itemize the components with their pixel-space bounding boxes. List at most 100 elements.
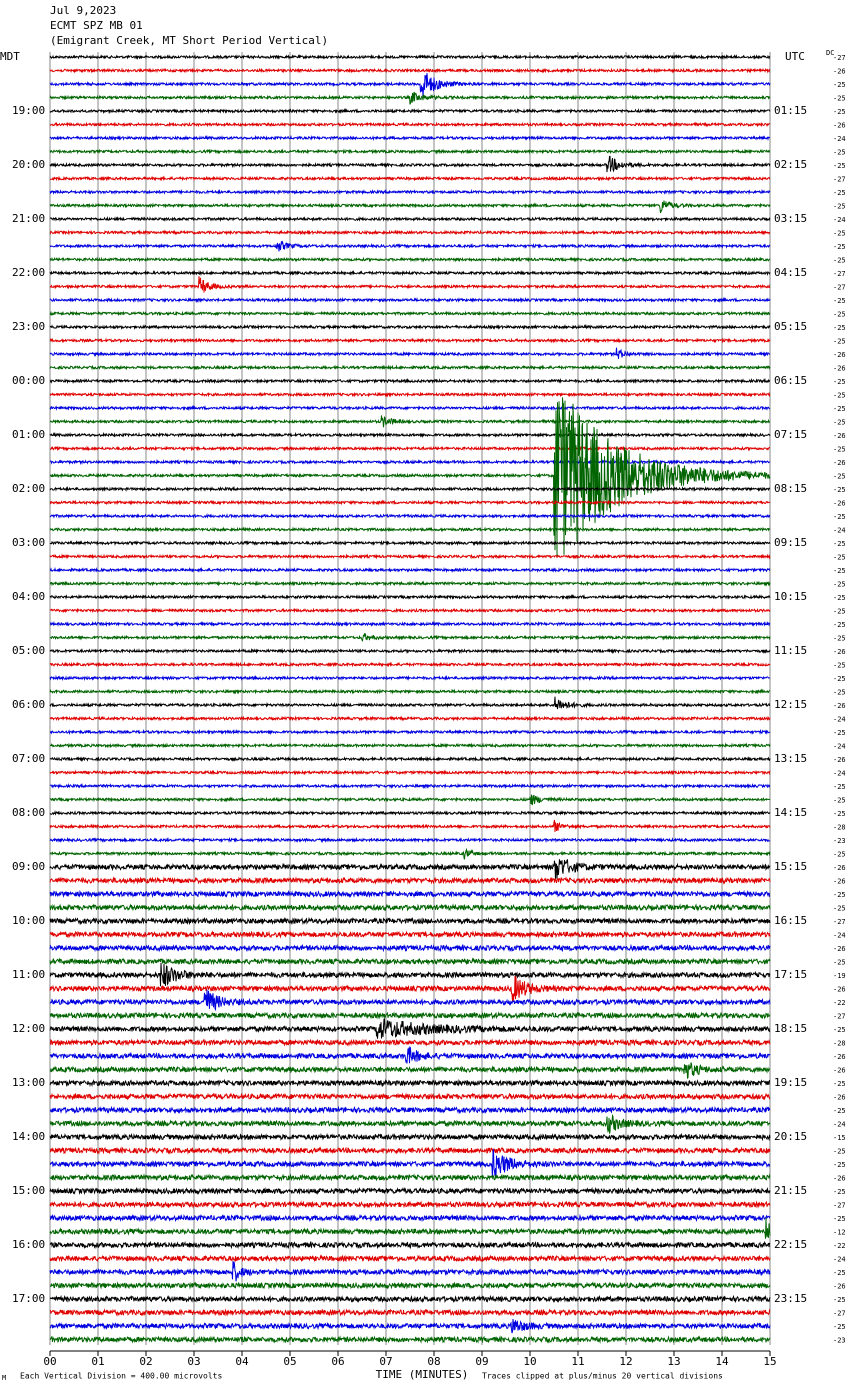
trace: [49, 1092, 771, 1101]
trace: [49, 269, 771, 277]
mdt-label: 09:00: [12, 860, 45, 873]
x-tick-label: 15: [763, 1355, 776, 1368]
dc-offset: -25: [833, 95, 846, 103]
dc-offset: -25: [833, 608, 846, 616]
mdt-label: 21:00: [12, 212, 45, 225]
utc-label: 05:15: [774, 320, 807, 333]
trace: [49, 1218, 771, 1239]
x-tick-label: 10: [523, 1355, 536, 1368]
trace: [49, 175, 771, 182]
utc-label: 11:15: [774, 644, 807, 657]
trace: [49, 566, 771, 574]
date: Jul 9,2023: [50, 4, 116, 17]
mdt-label: 08:00: [12, 806, 45, 819]
dc-offset: -26: [833, 986, 846, 994]
mdt-label: 10:00: [12, 914, 45, 927]
trace: [49, 607, 771, 614]
dc-offset: -25: [833, 108, 846, 116]
trace: [49, 794, 771, 806]
logo: M: [2, 1374, 6, 1382]
dc-offset: -25: [833, 230, 846, 238]
trace: [49, 916, 771, 926]
dc-offset: -26: [833, 351, 846, 359]
dc-offset: -25: [833, 297, 846, 305]
dc-offset: -15: [833, 1134, 846, 1142]
trace: [49, 1038, 771, 1047]
dc-offset: -26: [833, 1175, 846, 1183]
trace: [49, 1294, 771, 1304]
dc-offset: -26: [833, 365, 846, 373]
dc-offset: -24: [833, 527, 846, 535]
dc-offset: -25: [833, 446, 846, 454]
trace: [49, 364, 771, 371]
trace: [49, 415, 771, 428]
trace: [49, 1213, 771, 1223]
footer-clip: Traces clipped at plus/minus 20 vertical…: [482, 1372, 723, 1381]
trace: [49, 347, 771, 359]
trace: [49, 957, 771, 966]
trace: [49, 930, 771, 939]
utc-label: 21:15: [774, 1184, 807, 1197]
trace: [49, 229, 771, 236]
trace: [49, 674, 771, 682]
x-tick-label: 12: [619, 1355, 632, 1368]
mdt-label: 13:00: [12, 1076, 45, 1089]
dc-offset: -27: [833, 270, 846, 278]
location: (Emigrant Creek, MT Short Period Vertica…: [50, 34, 328, 47]
trace: [49, 1308, 771, 1317]
dc-offset: -25: [833, 689, 846, 697]
x-tick-label: 13: [667, 1355, 680, 1368]
dc-offset: -25: [833, 662, 846, 670]
trace: [49, 1335, 771, 1344]
trace: [49, 188, 771, 196]
utc-label: 01:15: [774, 104, 807, 117]
dc-offset: -25: [833, 891, 846, 899]
mdt-label: 22:00: [12, 266, 45, 279]
trace: [49, 1261, 771, 1282]
dc-offset: -26: [833, 1283, 846, 1291]
dc-offset: -27: [833, 176, 846, 184]
dc-offset: -27: [833, 1013, 846, 1021]
utc-label: 23:15: [774, 1292, 807, 1305]
trace: [49, 696, 771, 710]
dc-offset: -25: [833, 554, 846, 562]
trace: [49, 1200, 771, 1209]
mdt-label: 12:00: [12, 1022, 45, 1035]
trace: [49, 526, 771, 533]
dc-offset: -25: [833, 324, 846, 332]
mdt-label: 14:00: [12, 1130, 45, 1143]
dc-offset: -25: [833, 675, 846, 683]
dc-offset: -27: [833, 54, 846, 62]
mdt-label: 19:00: [12, 104, 45, 117]
dc-offset: -23: [833, 1337, 846, 1345]
dc-offset: -25: [833, 729, 846, 737]
trace: [49, 620, 771, 628]
trace: [49, 903, 771, 912]
mdt-label: 00:00: [12, 374, 45, 387]
dc-offset: -25: [833, 392, 846, 400]
trace: [49, 943, 771, 953]
trace: [49, 458, 771, 466]
utc-label: 16:15: [774, 914, 807, 927]
trace: [49, 121, 771, 128]
trace: [49, 53, 771, 61]
trace: [49, 67, 771, 74]
mdt-label: 07:00: [12, 752, 45, 765]
trace: [49, 1011, 771, 1020]
trace: [49, 1240, 771, 1250]
trace: [49, 633, 771, 642]
trace: [49, 755, 771, 763]
trace: [49, 1254, 771, 1263]
trace: [49, 782, 771, 790]
dc-offset: -26: [833, 1094, 846, 1102]
dc-offset: -25: [833, 513, 846, 521]
dc-offset: -26: [833, 945, 846, 953]
x-tick-label: 02: [139, 1355, 152, 1368]
trace: [49, 276, 771, 293]
trace: [49, 819, 771, 833]
utc-label: 20:15: [774, 1130, 807, 1143]
dc-offset: -26: [833, 864, 846, 872]
dc-offset: -25: [833, 149, 846, 157]
utc-label: 06:15: [774, 374, 807, 387]
dc-offset: -25: [833, 810, 846, 818]
